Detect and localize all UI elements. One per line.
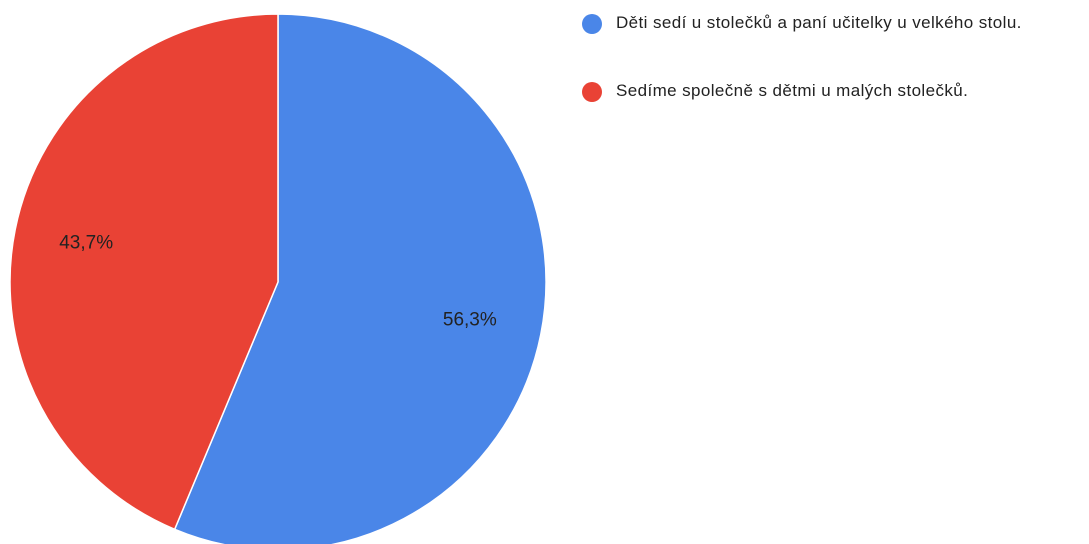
legend-swatch (582, 14, 602, 34)
legend-item: Děti sedí u stolečků a paní učitelky u v… (582, 14, 1082, 34)
slice-label: 43,7% (59, 233, 113, 254)
pie-slice (173, 13, 547, 544)
slice-label: 56,3% (443, 309, 497, 330)
pie-slice (9, 13, 279, 531)
legend-label: Děti sedí u stolečků a paní učitelky u v… (616, 13, 1022, 32)
legend-item: Sedíme společně s dětmi u malých stolečk… (582, 82, 1002, 102)
legend-swatch (582, 82, 602, 102)
legend-label: Sedíme společně s dětmi u malých stolečk… (616, 81, 969, 100)
